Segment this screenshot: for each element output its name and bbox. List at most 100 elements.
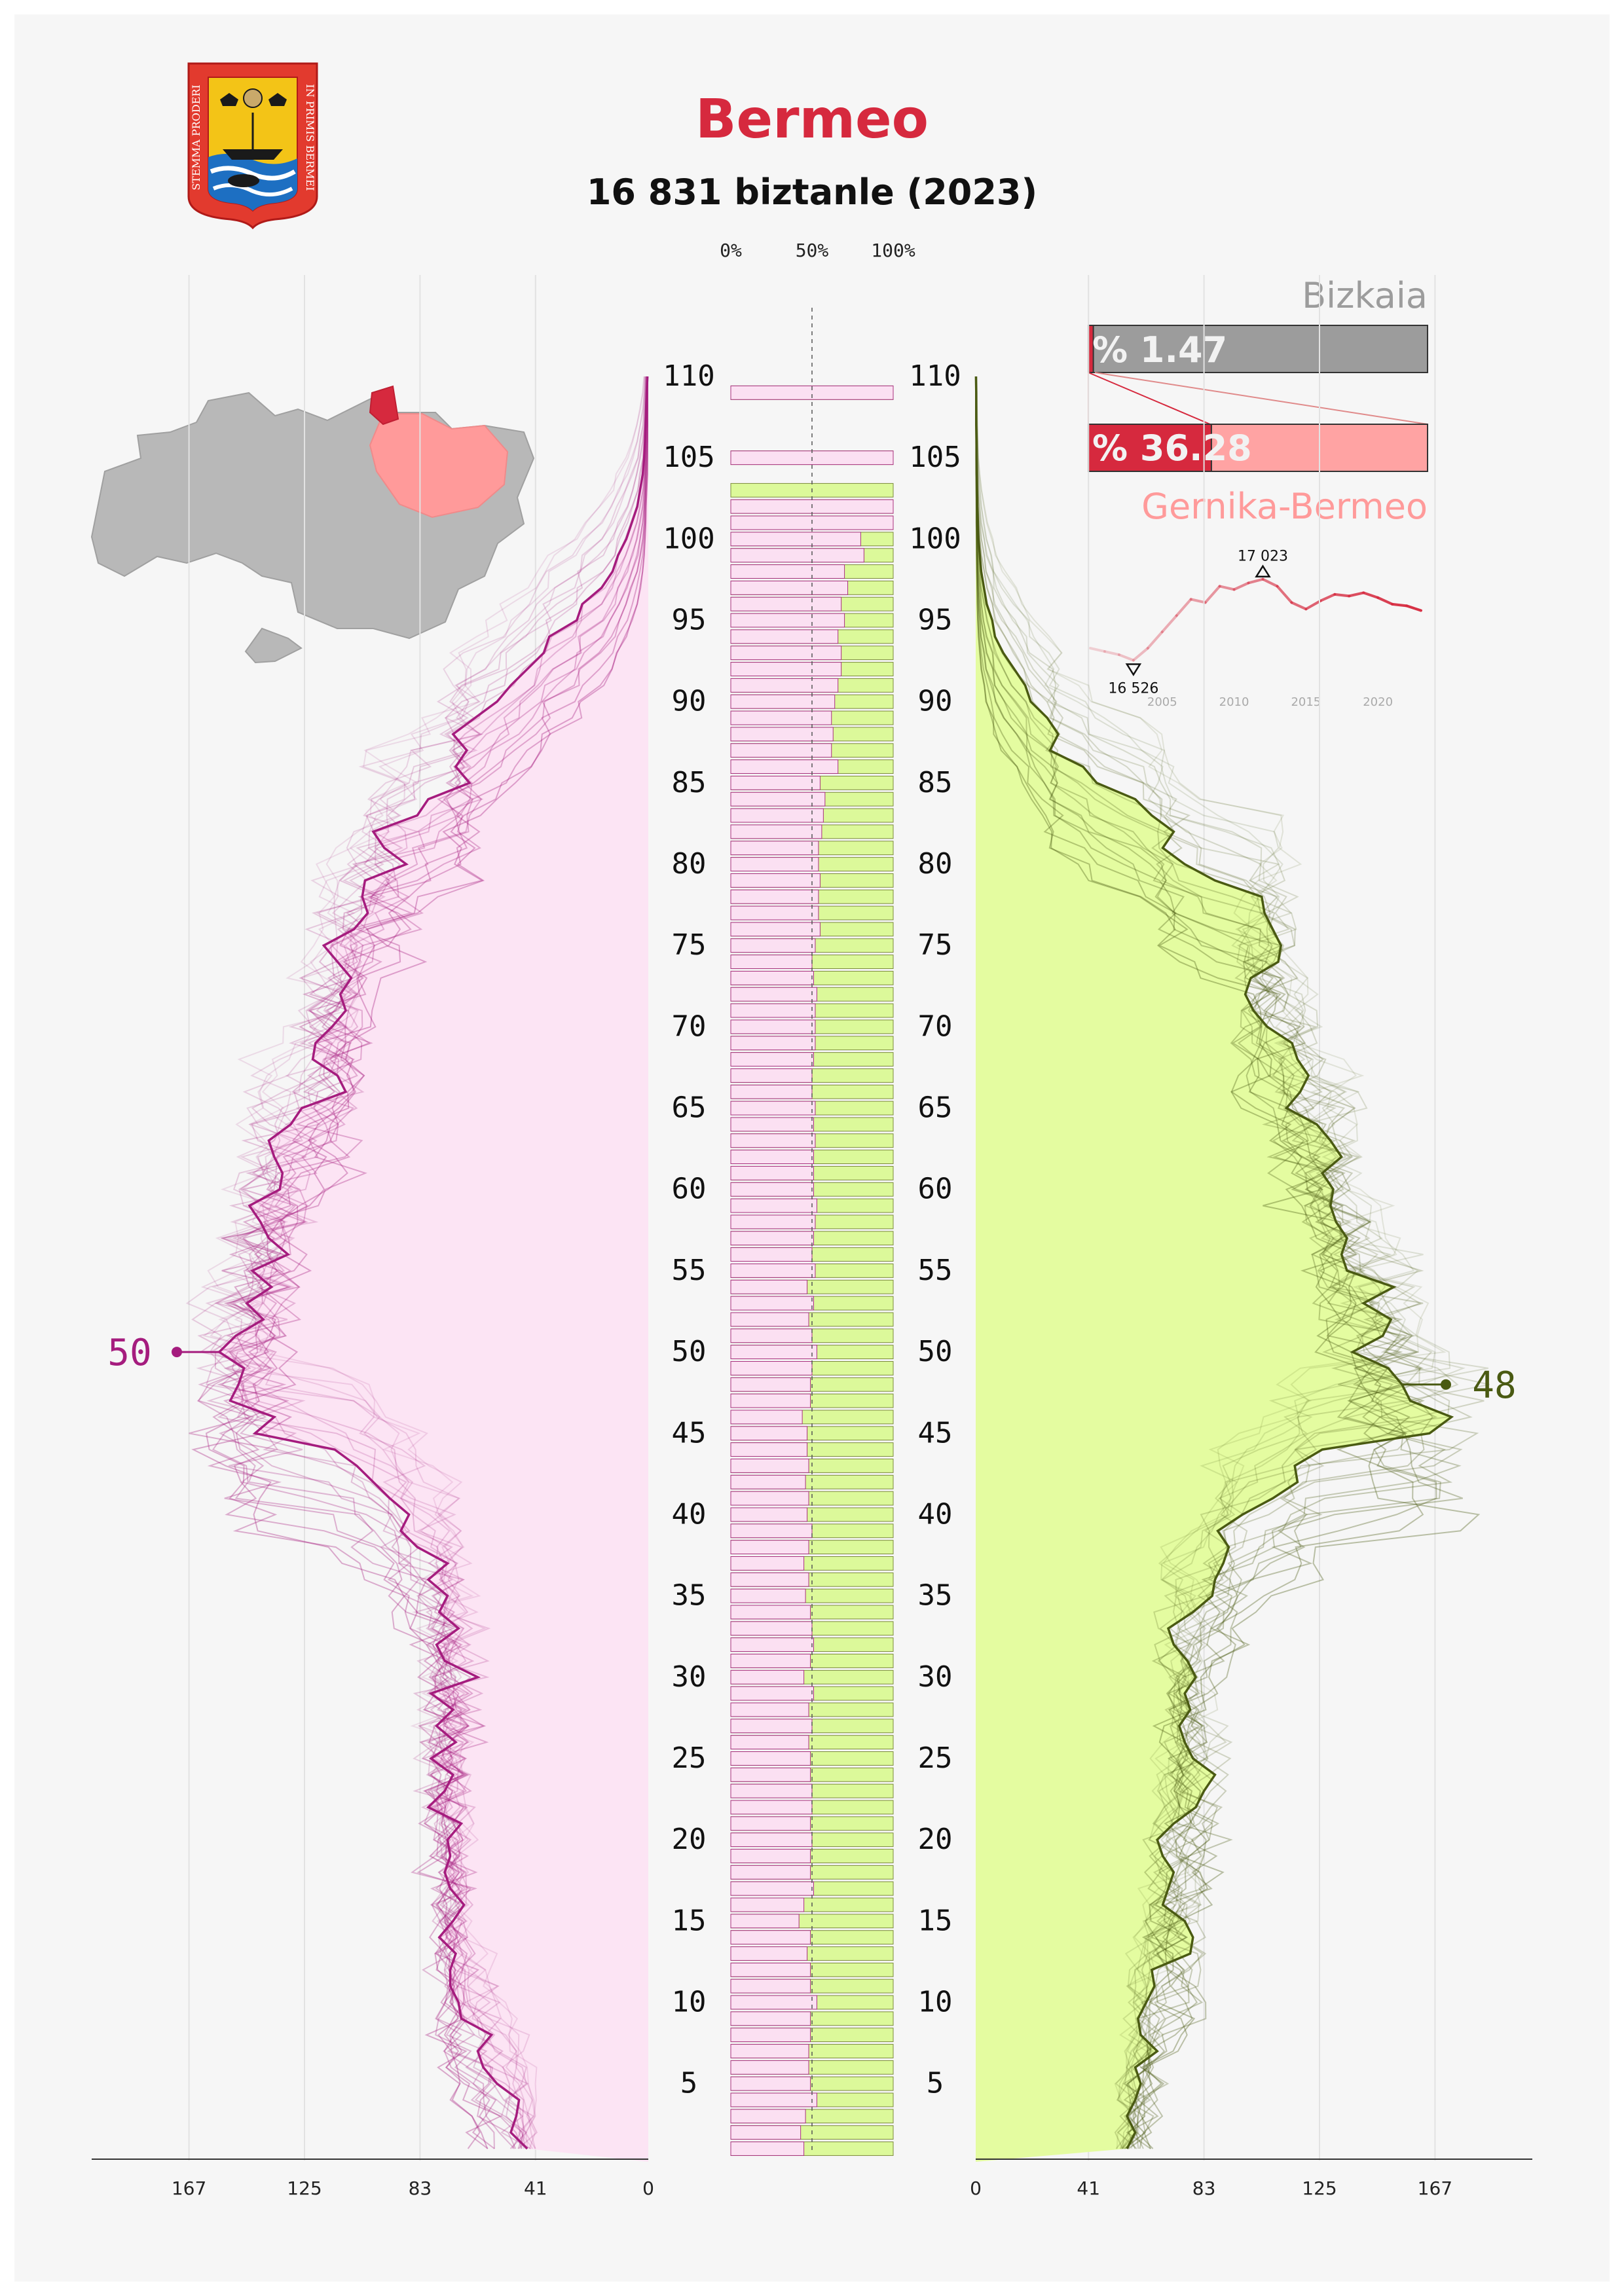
trend-max-label: 17 023: [1238, 549, 1288, 565]
female-share-bar: [730, 1328, 813, 1343]
female-share-bar: [730, 1084, 813, 1099]
female-share-bar: [730, 743, 832, 758]
female-share-bar: [730, 1637, 814, 1652]
female-share-bar: [730, 2076, 811, 2091]
age-label-left: 90: [672, 685, 707, 718]
female-share-bar: [730, 1588, 806, 1603]
female-pyramid: [185, 376, 649, 2162]
age-label-right: 5: [927, 2067, 944, 2100]
ratio-tick-label: 0%: [720, 240, 742, 261]
female-share-bar: [730, 646, 842, 661]
comarca-share-value: % 36.28: [1092, 428, 1252, 469]
trend-segment: [1204, 585, 1221, 604]
male-history-line: [975, 376, 1450, 2149]
female-share-bar: [730, 1702, 809, 1717]
age-label-left: 70: [672, 1010, 707, 1043]
trend-segment: [1232, 581, 1250, 591]
male-pyramid: [974, 376, 1490, 2162]
male-area: [976, 376, 1452, 2162]
male-history-line: [975, 376, 1424, 2149]
female-share-bar: [730, 759, 839, 774]
share-panel: Bizkaia % 1.47 % 36.28 Gernika-Bermeo: [1088, 275, 1428, 527]
female-share-bar: [730, 1572, 809, 1587]
trend-segment: [1319, 592, 1337, 602]
trend-segment: [1189, 598, 1207, 604]
female-history-line: [205, 376, 648, 2149]
trend-min-marker: [1125, 663, 1142, 676]
male-x-tick: 41: [1077, 2178, 1100, 2199]
age-label-left: 20: [672, 1823, 707, 1856]
male-history-line: [975, 376, 1485, 2149]
trend-segment: [1261, 577, 1279, 588]
male-history-line: [976, 376, 1424, 2149]
female-share-bar: [730, 596, 842, 611]
age-label-right: 100: [909, 522, 961, 555]
trend-segment: [1117, 653, 1135, 662]
female-share-bar: [730, 2060, 809, 2075]
age-label-right: 35: [918, 1579, 953, 1613]
age-label-left: 55: [672, 1254, 707, 1287]
male-history-line: [976, 376, 1436, 2149]
age-label-right: 60: [918, 1173, 953, 1206]
age-label-left: 10: [672, 1985, 707, 2018]
female-share-bar: [730, 1360, 813, 1376]
female-share-bar: [730, 1279, 808, 1294]
trend-segment: [1160, 614, 1178, 634]
age-label-right: 105: [909, 441, 961, 474]
age-label-left: 105: [663, 441, 714, 474]
age-label-left: 75: [672, 928, 707, 962]
trend-segment: [1333, 592, 1351, 598]
female-share-bar: [730, 824, 822, 839]
age-label-right: 95: [918, 604, 953, 637]
female-history-line: [212, 376, 648, 2149]
trend-max-marker: [1255, 564, 1271, 577]
population-pyramid-poster: STEMMA PRODERI IN PRIMIS BERMEI Bermeo 1…: [90, 62, 1532, 2199]
age-label-left: 5: [680, 2067, 698, 2100]
female-share-bar: [730, 2109, 806, 2124]
female-share-bar: [730, 613, 845, 628]
age-label-right: 90: [918, 685, 953, 718]
female-history-line: [200, 376, 646, 2149]
male-callout-dot: [1441, 1379, 1451, 1390]
male-history-line: [975, 376, 1462, 2149]
female-share-bar: [730, 1686, 814, 1701]
male-history-line: [975, 376, 1464, 2149]
male-2023-line: [974, 376, 1454, 2149]
female-history-line: [189, 376, 648, 2149]
female-share-bar: [730, 580, 849, 595]
female-share-bar: [730, 792, 826, 807]
age-label-left: 50: [672, 1335, 707, 1368]
trend-segment: [1276, 585, 1293, 604]
male-history-line: [975, 376, 1481, 2149]
male-history-line: [976, 376, 1447, 2149]
male-history-line: [975, 376, 1437, 2149]
female-history-line: [196, 376, 647, 2149]
trend-segment: [1103, 650, 1120, 657]
age-label-left: 60: [672, 1173, 707, 1206]
female-share-bar: [730, 2125, 802, 2140]
female-share-bar: [730, 564, 845, 579]
female-share-bar: [730, 857, 819, 871]
male-history-line: [975, 376, 1479, 2149]
male-history-line: [975, 376, 1441, 2149]
poster-sheet: STEMMA PRODERI IN PRIMIS BERMEI Bermeo 1…: [14, 14, 1610, 2282]
female-share-bar: [730, 1719, 813, 1734]
population-trend-chart: 2005 2010 2015 2020 16 526 17 023: [1089, 549, 1422, 709]
age-label-right: 70: [918, 1010, 953, 1043]
female-share-bar: [730, 1442, 808, 1457]
trend-segment: [1376, 596, 1394, 606]
female-share-bar: [730, 1946, 808, 1961]
female-share-bar: [730, 1312, 809, 1327]
female-share-bar: [730, 662, 842, 676]
female-share-bar: [730, 873, 821, 888]
age-label-left: 110: [663, 359, 714, 393]
median-callouts: 50 48: [107, 1332, 1516, 1407]
female-share-bar: [730, 1556, 805, 1571]
female-share-bar: [730, 905, 819, 920]
female-share-bar: [730, 1491, 809, 1506]
age-label-right: 50: [918, 1335, 953, 1368]
female-share-bar: [730, 710, 832, 725]
age-label-right: 110: [909, 359, 961, 393]
trend-x-tick: 2015: [1291, 695, 1321, 709]
female-share-bar: [730, 1816, 811, 1831]
